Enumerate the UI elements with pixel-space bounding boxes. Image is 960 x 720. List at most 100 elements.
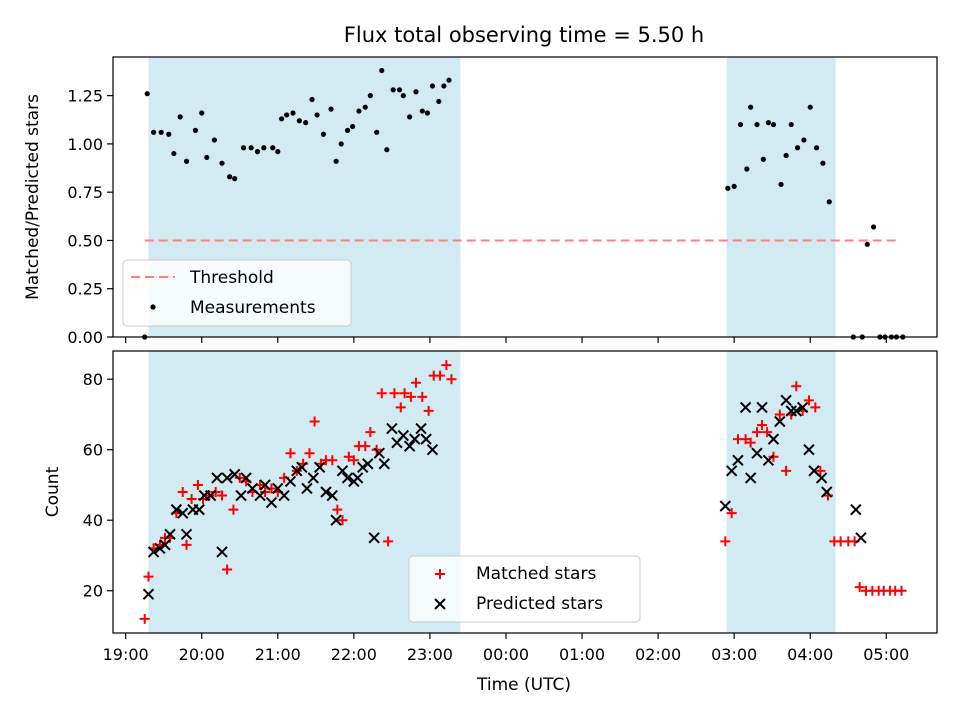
matched-star-point xyxy=(810,402,821,413)
x-tick-label: 02:00 xyxy=(635,645,681,664)
matched-star-point xyxy=(210,487,221,497)
y-tick-label: 1.25 xyxy=(67,87,103,106)
measurement-point xyxy=(413,89,419,95)
matched-star-point xyxy=(234,472,245,483)
chart-title: Flux total observing time = 5.50 h xyxy=(344,23,704,47)
predicted-star-point xyxy=(320,486,332,498)
measurement-point xyxy=(232,176,238,182)
predicted-star-point xyxy=(221,472,233,484)
measurement-point xyxy=(296,118,302,124)
measurement-point xyxy=(248,145,254,151)
matched-star-point xyxy=(365,427,376,438)
matched-star-point xyxy=(260,487,271,497)
y-tick-label: 0.75 xyxy=(67,183,103,202)
measurement-point xyxy=(807,104,813,110)
measurement-point xyxy=(270,145,276,151)
measurement-point xyxy=(144,91,150,97)
y-tick-label: 0.25 xyxy=(67,280,103,299)
observing-window-1 xyxy=(726,57,836,337)
y-axis-ticks-top: 0.00 0.25 0.50 0.75 1.00 1.25 xyxy=(67,87,113,347)
matched-star-point xyxy=(222,564,233,575)
predicted-star-point xyxy=(386,422,398,435)
measurement-point xyxy=(177,114,183,120)
y-tick-label: 20 xyxy=(83,582,103,601)
matched-star-point xyxy=(348,455,359,466)
matched-star-point xyxy=(854,582,865,593)
matched-star-point xyxy=(740,434,751,445)
predicted-star-point xyxy=(744,472,757,484)
x-axis-label: Time (UTC) xyxy=(476,675,571,695)
x-tick-label: 20:00 xyxy=(179,645,225,664)
measurement-point xyxy=(254,149,261,155)
predicted-star-point xyxy=(357,461,369,474)
predicted-star-point xyxy=(415,422,427,435)
predicted-star-point xyxy=(154,542,166,555)
matched-star-point xyxy=(410,377,421,388)
predicted-star-point xyxy=(409,433,421,445)
measurement-point xyxy=(424,110,430,116)
plot-frame-top xyxy=(112,56,938,338)
legend-predicted-label: Predicted stars xyxy=(476,594,603,614)
legend-predicted-swatch xyxy=(434,598,446,610)
predicted-star-point xyxy=(330,514,342,526)
predicted-star-point xyxy=(170,503,183,516)
predicted-star-point xyxy=(216,546,228,558)
measurement-point xyxy=(429,83,436,89)
observing-window-1 xyxy=(726,351,836,633)
predicted-star-point xyxy=(265,496,278,509)
x-tick-label: 19:00 xyxy=(103,645,149,664)
matched-star-point xyxy=(446,374,457,385)
predicted-star-point xyxy=(142,588,155,600)
predicted-star-point xyxy=(790,405,802,417)
measurement-point xyxy=(333,158,339,164)
y-axis-ticks-bottom: 20 40 60 80 xyxy=(83,370,113,601)
predicted-star-point xyxy=(336,465,349,477)
matched-star-point xyxy=(726,508,737,519)
predicted-star-point xyxy=(378,458,390,470)
measurement-point xyxy=(390,87,396,93)
measurement-point xyxy=(788,121,794,128)
predicted-star-point xyxy=(284,475,297,488)
predicted-star-point xyxy=(756,401,768,414)
matched-star-point xyxy=(360,441,371,452)
measurement-point xyxy=(765,120,771,126)
measurement-point xyxy=(227,174,233,180)
measurement-point xyxy=(794,145,801,151)
matched-star-point xyxy=(781,465,792,476)
x-axis-ticks-top xyxy=(125,337,887,343)
ratio-points xyxy=(142,67,906,340)
predicted-star-point xyxy=(164,528,176,541)
predicted-star-point xyxy=(193,503,205,516)
predicted-star-point xyxy=(351,472,364,484)
measurement-point xyxy=(338,141,344,147)
predicted-star-point xyxy=(296,461,308,474)
predicted-star-point xyxy=(341,472,354,484)
measurement-point xyxy=(864,241,870,247)
matched-star-point xyxy=(399,388,410,399)
measurement-point xyxy=(436,98,442,105)
predicted-star-point xyxy=(732,454,744,466)
predicted-star-point xyxy=(278,489,290,502)
legend-bottom: Matched stars Predicted stars xyxy=(408,555,641,623)
matched-star-point xyxy=(441,360,452,371)
measurement-point xyxy=(374,129,380,135)
measurement-point xyxy=(328,106,334,112)
measurement-point xyxy=(731,183,737,189)
predicted-star-point xyxy=(180,528,193,541)
predicted-star-point xyxy=(426,443,439,456)
predicted-star-point xyxy=(762,454,775,466)
matched-star-point xyxy=(435,370,446,381)
predicted-star-point xyxy=(803,443,815,456)
predicted-star-point xyxy=(301,482,313,495)
measurement-point xyxy=(284,112,290,118)
predicted-star-point xyxy=(739,401,752,414)
measurement-point xyxy=(356,108,362,114)
x-tick-label: 22:00 xyxy=(331,645,377,664)
ratio-panel: 0.00 0.25 0.50 0.75 1.00 1.25 Matched/Predict… xyxy=(23,56,938,347)
measurement-point xyxy=(240,145,247,151)
measurement-point xyxy=(199,110,205,116)
measurement-point xyxy=(320,131,327,137)
measurement-point xyxy=(419,108,425,114)
predicted-star-point xyxy=(204,489,217,502)
